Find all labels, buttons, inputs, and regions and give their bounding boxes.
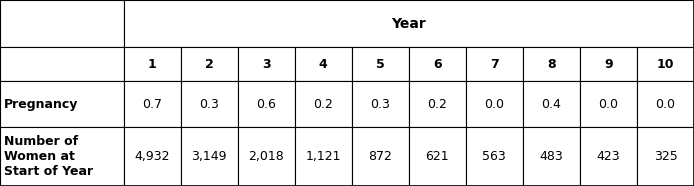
- Text: 2: 2: [205, 58, 214, 71]
- Bar: [637, 47, 694, 81]
- Text: 0.6: 0.6: [256, 98, 276, 111]
- Bar: [580, 81, 637, 127]
- Bar: [409, 81, 466, 127]
- Bar: [295, 47, 352, 81]
- Text: 0.0: 0.0: [655, 98, 675, 111]
- Text: 2,018: 2,018: [248, 150, 284, 163]
- Text: Number of
Women at
Start of Year: Number of Women at Start of Year: [4, 135, 93, 178]
- Bar: [124, 81, 180, 127]
- Text: 0.0: 0.0: [598, 98, 618, 111]
- Text: 872: 872: [369, 150, 392, 163]
- Bar: [124, 0, 694, 47]
- Text: 9: 9: [604, 58, 613, 71]
- Bar: [409, 47, 466, 81]
- Bar: [295, 127, 352, 186]
- Bar: [466, 127, 523, 186]
- Text: 3,149: 3,149: [192, 150, 227, 163]
- Text: 1: 1: [148, 58, 156, 71]
- Text: 7: 7: [490, 58, 499, 71]
- Bar: [124, 127, 180, 186]
- Text: 0.3: 0.3: [371, 98, 390, 111]
- Text: 6: 6: [433, 58, 441, 71]
- Bar: [237, 127, 295, 186]
- Text: Year: Year: [391, 17, 426, 31]
- Text: 0.3: 0.3: [199, 98, 219, 111]
- Text: 4: 4: [319, 58, 328, 71]
- Bar: [0, 81, 124, 127]
- Bar: [180, 127, 237, 186]
- Text: 5: 5: [376, 58, 384, 71]
- Text: 621: 621: [425, 150, 449, 163]
- Text: 483: 483: [539, 150, 564, 163]
- Bar: [0, 127, 124, 186]
- Bar: [352, 127, 409, 186]
- Bar: [352, 47, 409, 81]
- Text: 0.2: 0.2: [313, 98, 333, 111]
- Bar: [295, 81, 352, 127]
- Text: Pregnancy: Pregnancy: [4, 98, 78, 111]
- Text: 563: 563: [482, 150, 506, 163]
- Bar: [237, 47, 295, 81]
- Bar: [180, 81, 237, 127]
- Bar: [0, 0, 124, 47]
- Bar: [466, 81, 523, 127]
- Text: 10: 10: [657, 58, 675, 71]
- Bar: [466, 47, 523, 81]
- Bar: [523, 81, 580, 127]
- Text: 325: 325: [654, 150, 677, 163]
- Text: 3: 3: [262, 58, 271, 71]
- Bar: [237, 81, 295, 127]
- Bar: [523, 127, 580, 186]
- Bar: [0, 47, 124, 81]
- Text: 423: 423: [597, 150, 620, 163]
- Bar: [180, 47, 237, 81]
- Text: 8: 8: [547, 58, 556, 71]
- Bar: [637, 81, 694, 127]
- Bar: [580, 127, 637, 186]
- Bar: [124, 47, 180, 81]
- Bar: [637, 127, 694, 186]
- Bar: [409, 127, 466, 186]
- Text: 1,121: 1,121: [305, 150, 341, 163]
- Bar: [523, 47, 580, 81]
- Text: 0.0: 0.0: [484, 98, 505, 111]
- Text: 4,932: 4,932: [135, 150, 170, 163]
- Bar: [580, 47, 637, 81]
- Text: 0.7: 0.7: [142, 98, 162, 111]
- Text: 0.2: 0.2: [428, 98, 447, 111]
- Bar: [352, 81, 409, 127]
- Text: 0.4: 0.4: [541, 98, 561, 111]
